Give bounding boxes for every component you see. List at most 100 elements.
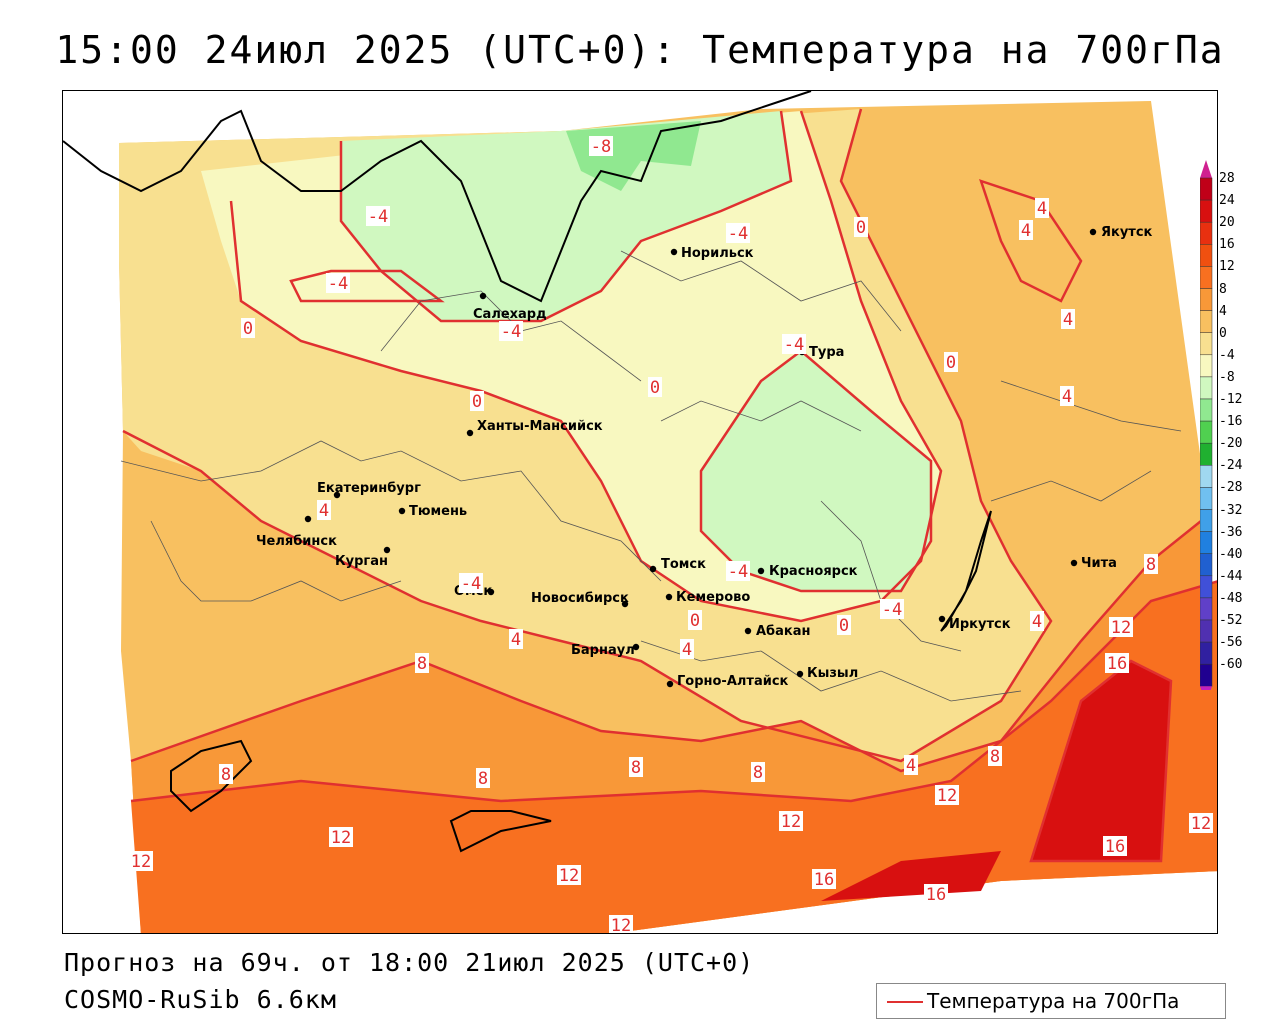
colorbar-tick-label: -60: [1219, 657, 1243, 673]
city-markers: Норильск Якутск Салехард Тура Ханты-Мансийск…: [256, 225, 1153, 689]
isotherm-label: 12: [1111, 618, 1131, 638]
isotherm-label-bg: [751, 762, 765, 782]
map-canvas: Норильск Якутск Салехард Тура Ханты-Мансийск…: [63, 91, 1217, 933]
city-label: Барнаул: [571, 643, 635, 658]
isotherm-label: 4: [319, 501, 329, 521]
city-dot: [665, 593, 673, 601]
city-dot: [466, 429, 474, 437]
isotherm-label: 8: [417, 654, 427, 674]
colorbar-swatch: [1199, 266, 1213, 289]
isotherm-label: 8: [631, 758, 641, 778]
isotherm-label-bg: [880, 599, 904, 619]
isotherm-label-bg: [944, 352, 958, 372]
isotherm-label-bg: [326, 273, 350, 293]
isotherm-label-bg: [241, 318, 255, 338]
colorbar-tick-label: -32: [1219, 502, 1243, 518]
colorbar-swatch: [1199, 376, 1213, 400]
colorbar-swatch: [1199, 597, 1213, 621]
model-name: COSMO-RuSib 6.6км: [64, 985, 337, 1014]
city-label: Горно-Алтайск: [677, 674, 789, 689]
city-dot: [621, 600, 629, 608]
isotherm-label: 8: [753, 763, 763, 783]
isotherm-label-bg: [459, 573, 483, 593]
zone-12-16: [131, 581, 1217, 933]
isotherm-label-bg: [904, 755, 918, 775]
colorbar-tick-label: -56: [1219, 635, 1243, 651]
isotherm-label: -4: [728, 562, 748, 582]
isotherm-label: -4: [728, 224, 748, 244]
isotherm-label: 0: [690, 611, 700, 631]
isotherm-label-bg: [476, 768, 490, 788]
colorbar: 28 24 20 16 12 8 4 0 -4 -8 -12 -16 -20 -24 -28 -32 -36 -4…: [1199, 160, 1280, 705]
map-frame[interactable]: Норильск Якутск Салехард Тура Ханты-Мансийск…: [62, 90, 1218, 934]
isotherm-label-bg: [629, 757, 643, 777]
colorbar-swatch: [1199, 177, 1213, 201]
isotherm-label: 4: [1063, 310, 1073, 330]
isotherm-label: 4: [511, 630, 521, 650]
isotherm-label-bg: [782, 334, 806, 354]
zone-16-20-south: [821, 851, 1001, 901]
isotherm-label-bg: [1144, 554, 1158, 574]
legend: Температура на 700гПа: [876, 983, 1226, 1019]
city-label: Салехард: [473, 307, 547, 322]
isotherm-label: -4: [368, 207, 388, 227]
zone-minus8-minus4-central: [701, 351, 931, 591]
city-dot: [333, 491, 341, 499]
isotherm-label: -4: [882, 600, 902, 620]
colorbar-tick-label: 12: [1219, 259, 1235, 275]
isotherm-label: 4: [1037, 199, 1047, 219]
isotherm-label-bg: [129, 851, 153, 871]
isotherm-label-bg: [935, 785, 959, 805]
isotherm-label: 16: [1107, 654, 1127, 674]
colorbar-swatch: [1199, 509, 1213, 532]
isotherm-label-bg: [1061, 309, 1075, 329]
city-label: Тюмень: [409, 504, 467, 519]
colorbar-swatch: [1199, 310, 1213, 333]
isotherm-label: 4: [682, 640, 692, 660]
isotherm-label-bg: [1105, 653, 1129, 673]
city-dot: [757, 567, 765, 575]
isotherm-label: 4: [1032, 612, 1042, 632]
colorbar-swatch: [1199, 442, 1213, 466]
isotherm-label: 16: [926, 885, 946, 905]
isotherm-label: 0: [472, 392, 482, 412]
colorbar-swatch: [1199, 531, 1213, 554]
isotherm-label: -4: [784, 335, 804, 355]
colorbar-swatch: [1199, 553, 1213, 577]
colorbar-swatch: [1199, 398, 1213, 422]
colorbar-tick-label: -16: [1219, 414, 1243, 430]
colorbar-top-cap: [1200, 160, 1212, 178]
isotherm-label-bg: [812, 869, 836, 889]
border-i: [990, 470, 1152, 502]
isotherm-label-bg: [317, 500, 331, 520]
city-label: Чита: [1081, 556, 1117, 571]
isotherm-label-bg: [726, 223, 750, 243]
isotherm-label-bg: [329, 827, 353, 847]
colorbar-swatch: [1199, 420, 1213, 444]
isotherm-label-bg: [688, 610, 702, 630]
city-dot: [304, 515, 312, 523]
lake-balkhash: [449, 810, 552, 853]
isotherm-label: 8: [1146, 555, 1156, 575]
colorbar-swatch: [1199, 288, 1213, 311]
isotherm-label: -4: [461, 574, 481, 594]
isotherm-minus4-ural: [289, 269, 445, 303]
colorbar-bottom-cap: [1200, 686, 1212, 705]
city-label: Норильск: [681, 246, 754, 261]
colorbar-tick-label: -40: [1219, 546, 1243, 562]
colorbar-tick-label: -24: [1219, 458, 1243, 474]
colorbar-tick-label: 16: [1219, 237, 1235, 253]
colorbar-swatch: [1199, 465, 1213, 488]
city-label: Томск: [661, 557, 706, 572]
colorbar-tick-label: 28: [1219, 171, 1235, 186]
colorbar-tick-label: -52: [1219, 613, 1243, 628]
colorbar-tick-label: -20: [1219, 436, 1243, 452]
lake-baikal: [940, 510, 992, 632]
isotherm-label-bg: [609, 915, 633, 933]
colorbar-tick-label: -48: [1219, 590, 1243, 606]
colorbar-swatch: [1199, 487, 1213, 510]
city-label: Абакан: [756, 624, 811, 639]
lake-issyk: [170, 739, 253, 813]
isotherm-label: 0: [243, 319, 253, 339]
isotherm-label: 0: [839, 616, 849, 636]
